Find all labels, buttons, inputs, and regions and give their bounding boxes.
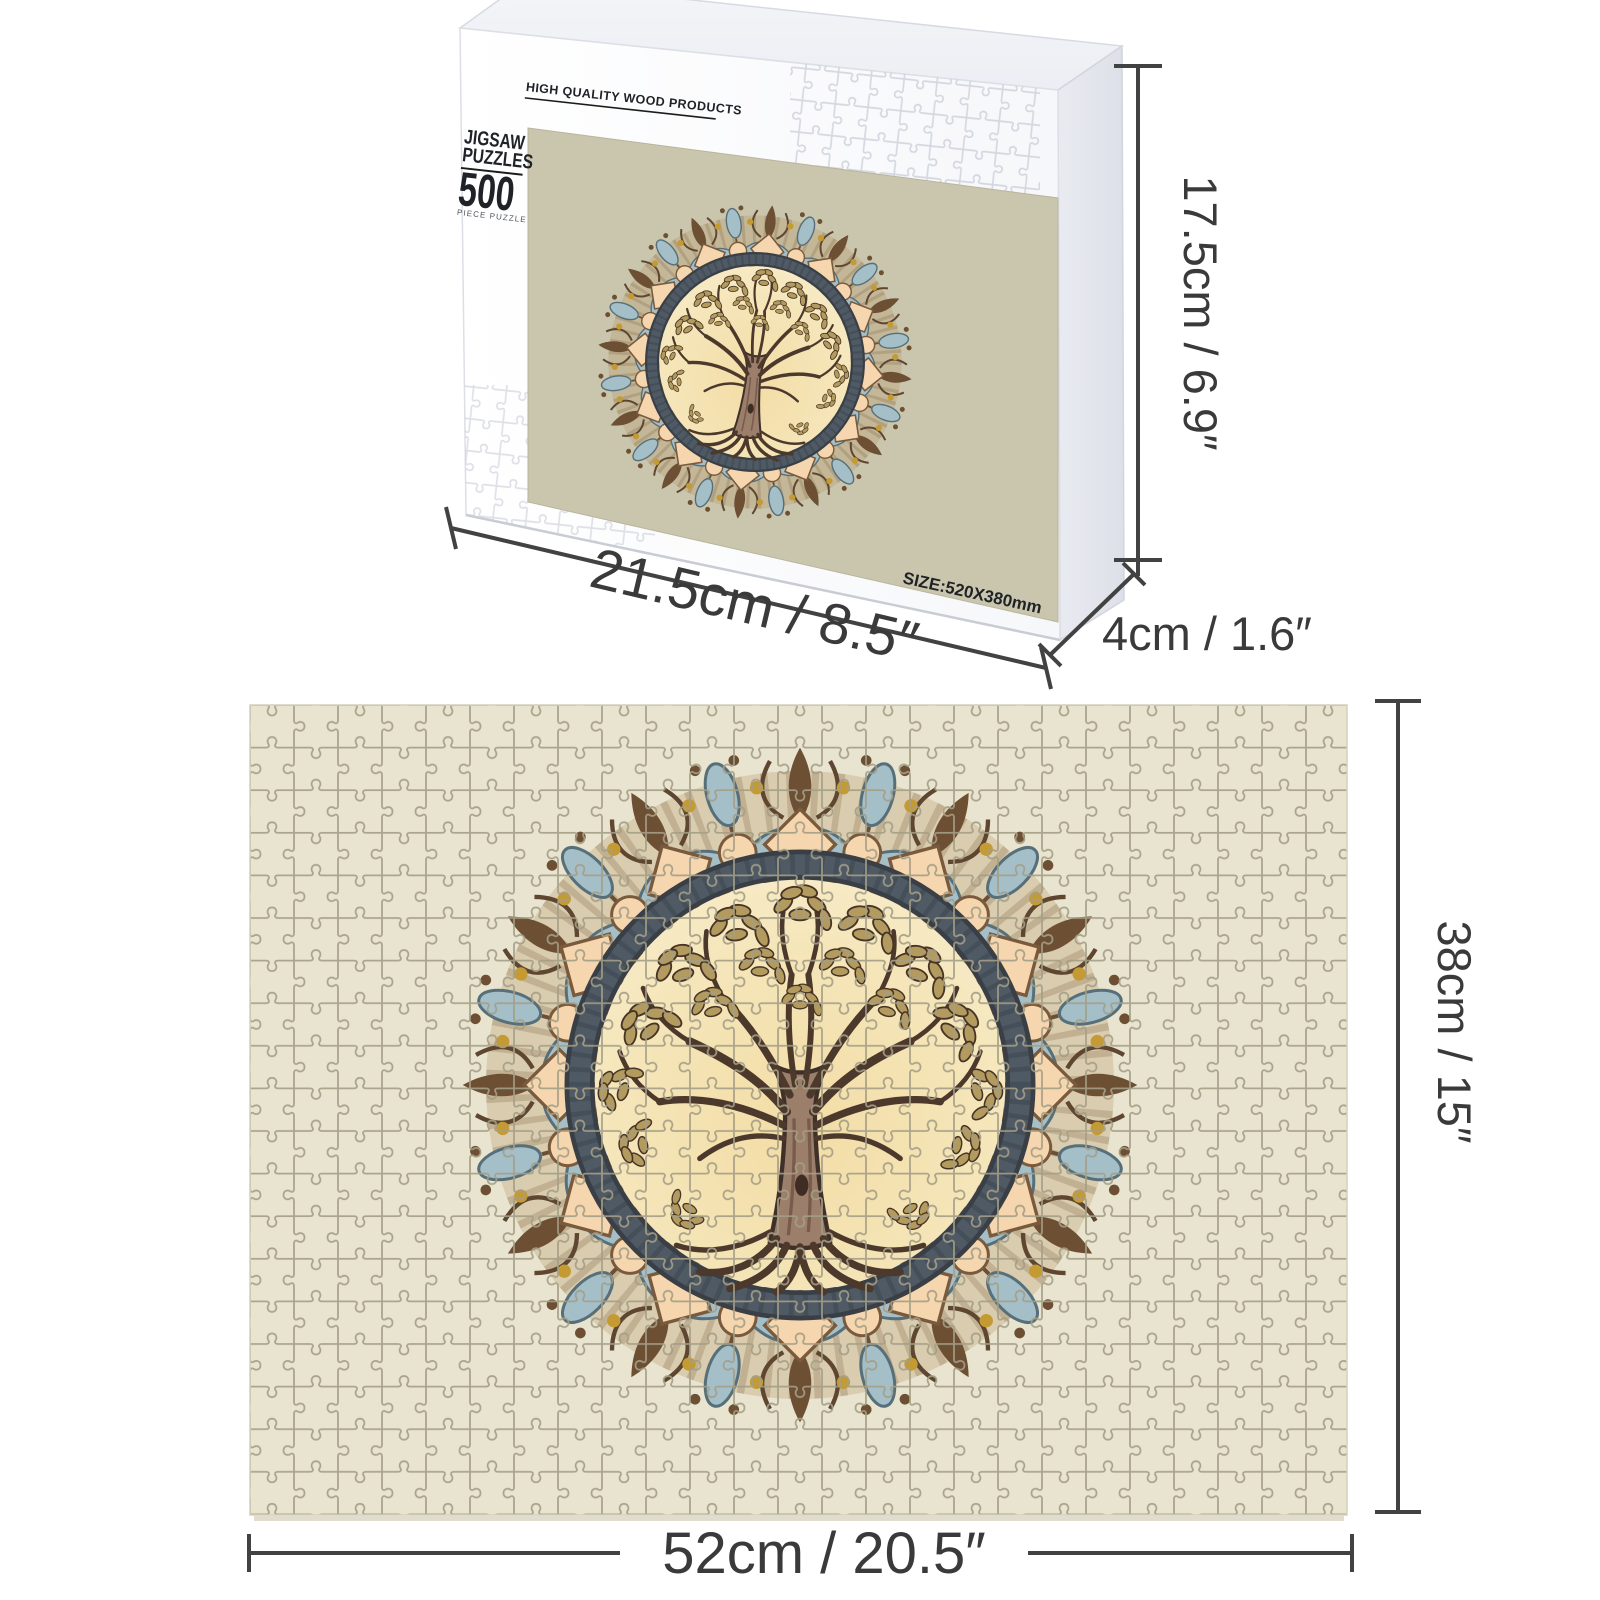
dim-box-depth: 4cm / 1.6″ bbox=[1037, 561, 1312, 668]
dim-box-depth-label: 4cm / 1.6″ bbox=[1102, 607, 1312, 660]
dim-puzzle-width: 52cm / 20.5″ bbox=[247, 1521, 1354, 1586]
puzzle-box: SIZE:520X380mm HIGH QUALITY WOOD PRODUCT… bbox=[456, 0, 1125, 642]
dim-tick bbox=[1121, 561, 1147, 587]
dim-line bbox=[1048, 572, 1136, 657]
label-rule bbox=[460, 166, 523, 176]
dim-tick bbox=[1039, 646, 1053, 690]
puzzle-border bbox=[249, 704, 1348, 1516]
box-side-face bbox=[1057, 44, 1125, 642]
dim-tick bbox=[444, 506, 458, 550]
dim-puzzle-height: 38cm / 15″ bbox=[1375, 699, 1481, 1514]
dim-box-height-label: 17.5cm / 6.9″ bbox=[1174, 175, 1227, 450]
box-front-content: SIZE:520X380mm bbox=[460, 40, 1059, 623]
tagline-underline bbox=[524, 97, 716, 120]
puzzle-grid-overlay bbox=[250, 705, 1347, 1515]
dim-line bbox=[450, 526, 1047, 670]
dim-puzzle-width-label: 52cm / 20.5″ bbox=[662, 1521, 986, 1586]
puzzle-shadow bbox=[254, 1516, 1344, 1521]
box-side-label: JIGSAW PUZZLES 500 PIECE PUZZLE bbox=[456, 125, 535, 224]
dim-puzzle-height-label: 38cm / 15″ bbox=[1428, 920, 1481, 1143]
dim-box-height: 17.5cm / 6.9″ bbox=[1114, 64, 1227, 576]
assembled-puzzle bbox=[249, 704, 1348, 1521]
label-piece-count: 500 bbox=[456, 161, 518, 221]
